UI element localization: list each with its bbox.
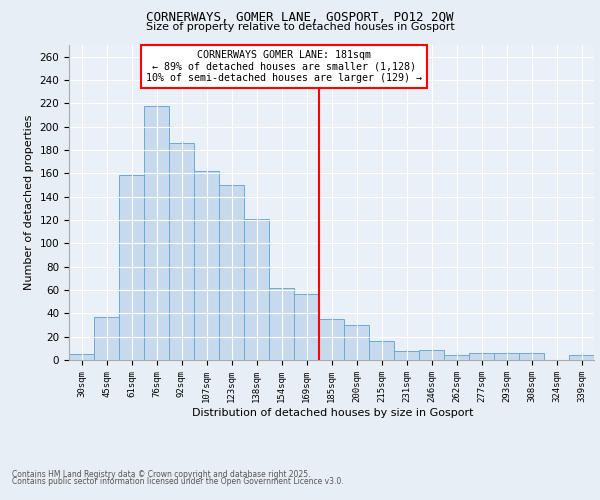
Y-axis label: Number of detached properties: Number of detached properties — [24, 115, 34, 290]
Bar — [144, 106, 169, 360]
Bar — [294, 294, 319, 360]
Bar — [69, 354, 94, 360]
Bar — [444, 356, 469, 360]
Text: CORNERWAYS GOMER LANE: 181sqm
← 89% of detached houses are smaller (1,128)
10% o: CORNERWAYS GOMER LANE: 181sqm ← 89% of d… — [146, 50, 422, 83]
Bar — [319, 319, 344, 360]
Bar — [519, 353, 544, 360]
Bar — [169, 143, 194, 360]
Text: Contains HM Land Registry data © Crown copyright and database right 2025.: Contains HM Land Registry data © Crown c… — [12, 470, 311, 479]
Text: Distribution of detached houses by size in Gosport: Distribution of detached houses by size … — [192, 408, 474, 418]
Bar — [569, 356, 594, 360]
Bar — [419, 350, 444, 360]
Bar — [94, 317, 119, 360]
Bar — [469, 353, 494, 360]
Bar — [219, 185, 244, 360]
Bar — [244, 219, 269, 360]
Text: CORNERWAYS, GOMER LANE, GOSPORT, PO12 2QW: CORNERWAYS, GOMER LANE, GOSPORT, PO12 2Q… — [146, 11, 454, 24]
Bar — [344, 325, 369, 360]
Text: Size of property relative to detached houses in Gosport: Size of property relative to detached ho… — [146, 22, 454, 32]
Bar — [194, 171, 219, 360]
Bar — [119, 174, 144, 360]
Bar — [369, 342, 394, 360]
Bar — [494, 353, 519, 360]
Text: Contains public sector information licensed under the Open Government Licence v3: Contains public sector information licen… — [12, 478, 344, 486]
Bar — [269, 288, 294, 360]
Bar — [394, 350, 419, 360]
